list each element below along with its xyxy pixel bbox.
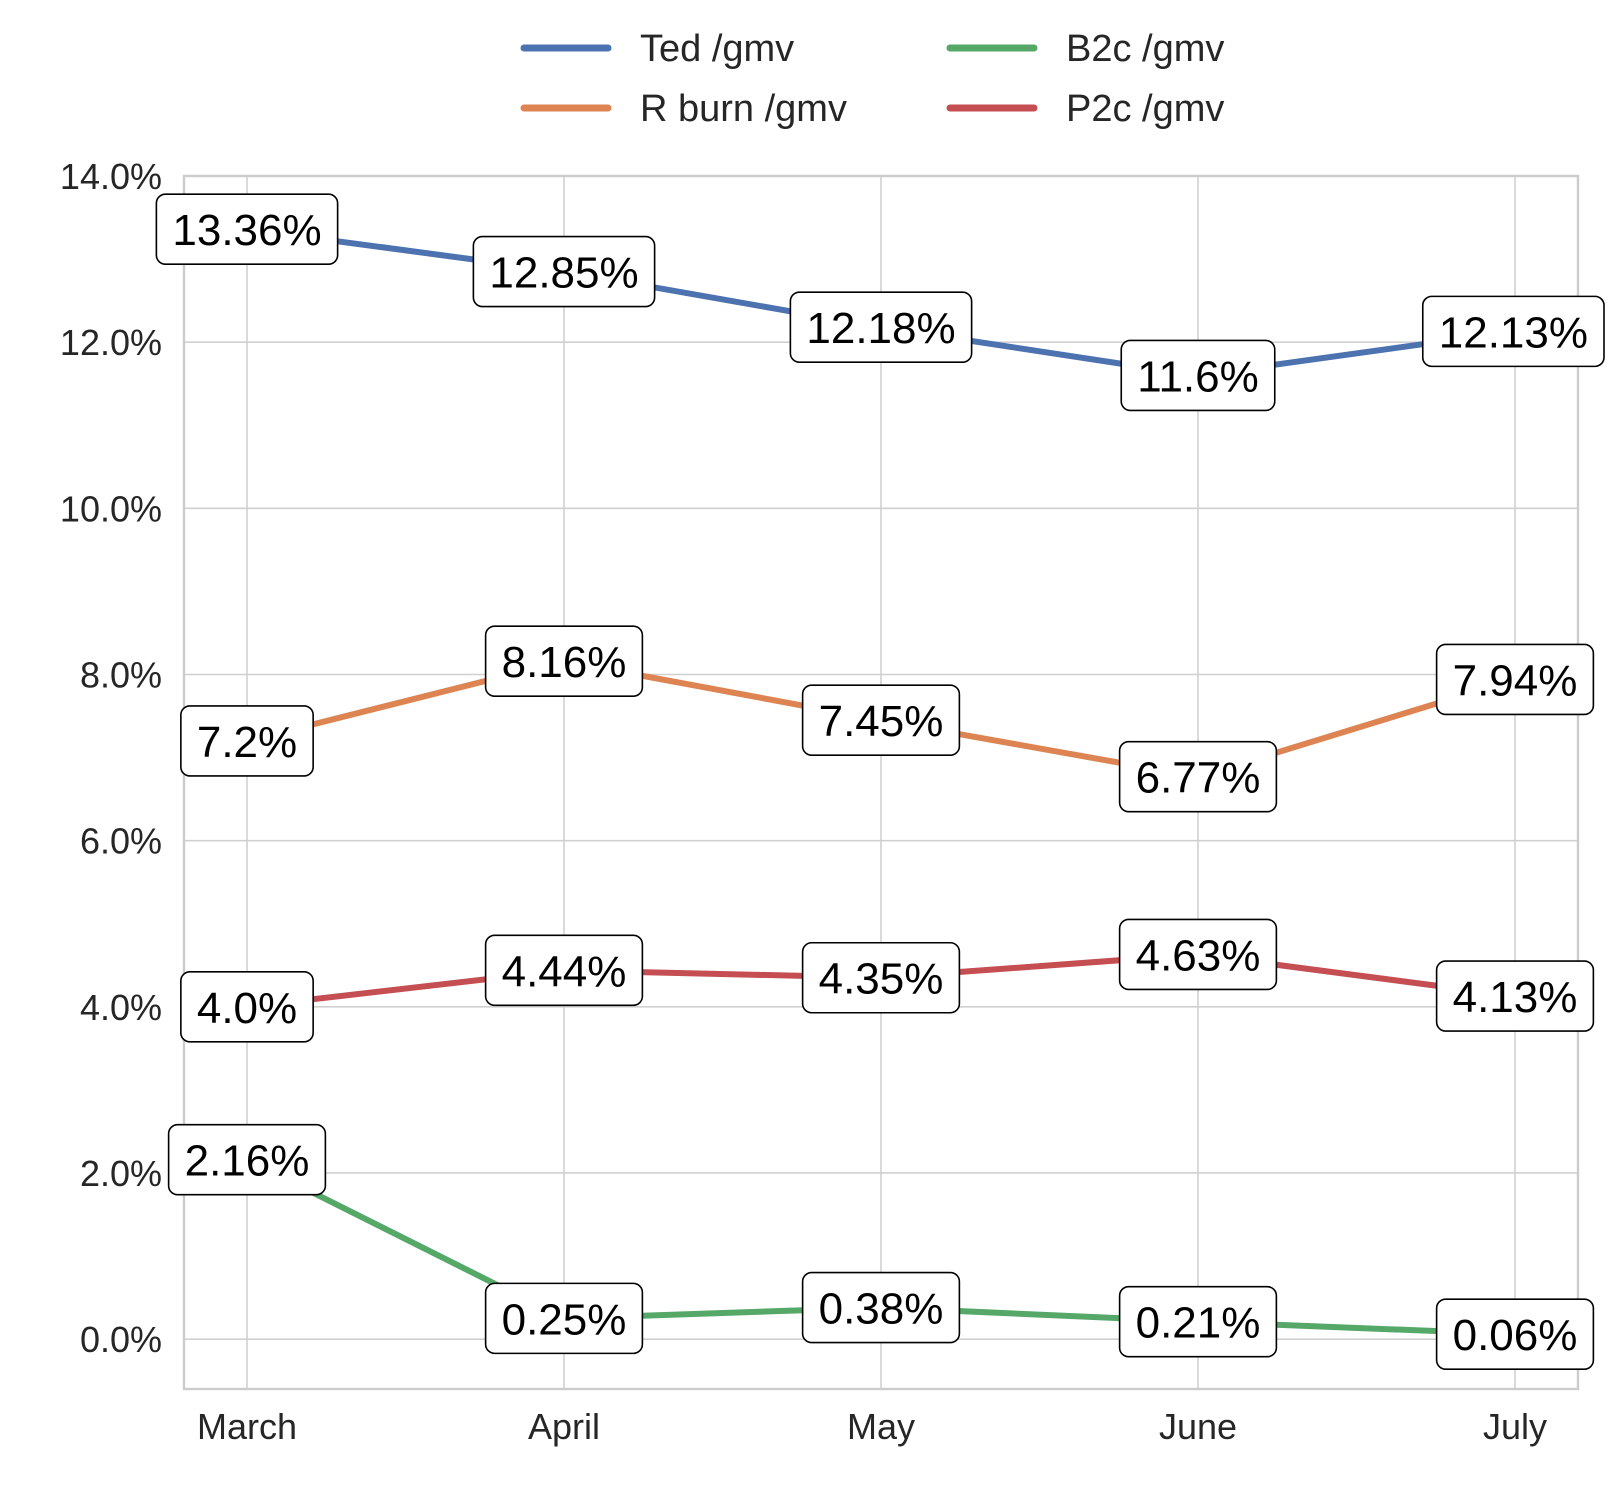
y-tick-label: 12.0% <box>60 322 162 363</box>
x-tick-label: April <box>528 1406 600 1447</box>
data-label-text: 13.36% <box>172 206 321 255</box>
data-label-box <box>472 235 656 308</box>
data-label: 12.13% <box>1421 295 1605 368</box>
y-tick-label: 4.0% <box>80 987 162 1028</box>
data-label-box <box>180 971 314 1043</box>
data-label: 8.16% <box>484 625 644 698</box>
data-label-text: 6.77% <box>1136 754 1261 803</box>
data-label: 12.85% <box>472 235 656 308</box>
data-label-box <box>1118 740 1278 813</box>
x-tick-label: March <box>197 1406 297 1447</box>
legend-label: R burn /gmv <box>640 88 847 130</box>
data-label-text: 0.06% <box>1453 1311 1578 1360</box>
data-label-text: 12.18% <box>806 304 955 353</box>
data-label-box <box>167 1123 327 1196</box>
y-tick-label: 2.0% <box>80 1153 162 1194</box>
data-label-box <box>1421 295 1605 368</box>
legend-label: Ted /gmv <box>640 28 794 70</box>
y-tick-label: 10.0% <box>60 488 162 529</box>
data-label: 0.21% <box>1118 1285 1278 1358</box>
data-label: 4.44% <box>484 934 644 1007</box>
data-label-text: 12.13% <box>1439 308 1588 357</box>
data-label-box <box>1118 918 1278 991</box>
data-label-text: 12.85% <box>489 249 638 298</box>
y-tick-label: 0.0% <box>80 1319 162 1360</box>
data-label-box <box>1118 1285 1278 1358</box>
data-label-text: 4.35% <box>819 955 944 1004</box>
y-tick-label: 8.0% <box>80 654 162 695</box>
x-tick-label: July <box>1483 1406 1547 1447</box>
x-tick-label: June <box>1159 1406 1237 1447</box>
data-label-box <box>801 941 961 1014</box>
data-label-box <box>155 193 339 265</box>
data-label-text: 4.44% <box>502 947 627 996</box>
data-label: 7.94% <box>1435 643 1595 716</box>
data-label-box <box>801 1271 961 1344</box>
legend-item: Ted /gmv <box>520 28 794 70</box>
data-label: 13.36% <box>155 193 339 265</box>
legend-label: B2c /gmv <box>1066 28 1224 70</box>
data-label: 11.6% <box>1120 339 1276 412</box>
data-label-text: 4.63% <box>1136 931 1261 980</box>
data-label-box <box>180 705 314 777</box>
data-label-text: 0.38% <box>819 1285 944 1334</box>
data-label-box <box>801 684 961 756</box>
data-label-box <box>789 291 973 364</box>
data-label: 4.13% <box>1435 960 1595 1032</box>
data-label: 4.35% <box>801 941 961 1014</box>
data-label: 0.25% <box>484 1282 644 1355</box>
data-label: 4.0% <box>180 971 314 1043</box>
data-label-text: 0.25% <box>502 1295 627 1344</box>
data-label: 12.18% <box>789 291 973 364</box>
data-label-text: 8.16% <box>502 638 627 687</box>
data-label-box <box>1435 643 1595 716</box>
data-label: 7.45% <box>801 684 961 756</box>
data-label: 4.63% <box>1118 918 1278 991</box>
legend-label: P2c /gmv <box>1066 88 1224 130</box>
axes: 0.0% 2.0% 4.0% 6.0% 8.0% 10.0% 12.0% 14.0% March… <box>60 156 1547 1447</box>
data-label-text: 7.2% <box>197 718 297 767</box>
legend-item: B2c /gmv <box>946 28 1224 70</box>
data-label: 6.77% <box>1118 740 1278 813</box>
data-label-text: 7.45% <box>819 697 944 746</box>
data-label-text: 4.13% <box>1453 973 1578 1022</box>
data-label: 7.2% <box>180 705 314 777</box>
y-tick-label: 14.0% <box>60 156 162 197</box>
plot-frame <box>182 174 1580 1391</box>
data-label-box <box>1435 960 1595 1032</box>
data-label-text: 2.16% <box>185 1137 310 1186</box>
data-label-box <box>1120 339 1276 412</box>
data-label-box <box>484 1282 644 1355</box>
legend-item: P2c /gmv <box>946 88 1224 130</box>
data-label: 2.16% <box>167 1123 327 1196</box>
data-label: 0.06% <box>1435 1298 1595 1370</box>
data-labels: 13.36% 12.85% 12.18% 11.6% 12.13% 7.2% 8.16% 7.… <box>155 193 1605 1370</box>
data-label-text: 4.0% <box>197 984 297 1033</box>
legend: Ted /gmv R burn /gmv B2c /gmv P2c /gmv <box>520 28 1224 130</box>
data-label-text: 7.94% <box>1453 656 1578 705</box>
data-label-text: 11.6% <box>1137 352 1259 401</box>
data-label-box <box>1435 1298 1595 1370</box>
data-label-box <box>484 934 644 1007</box>
data-label: 0.38% <box>801 1271 961 1344</box>
data-label-box <box>484 625 644 698</box>
y-tick-label: 6.0% <box>80 821 162 862</box>
legend-item: R burn /gmv <box>520 88 847 130</box>
x-tick-label: May <box>847 1406 915 1447</box>
data-label-text: 0.21% <box>1136 1299 1261 1348</box>
